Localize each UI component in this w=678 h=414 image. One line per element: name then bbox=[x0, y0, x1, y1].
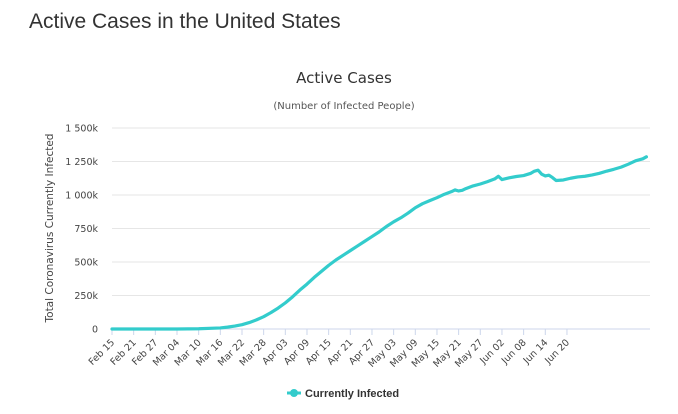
y-tick-label: 1 500k bbox=[65, 124, 98, 135]
y-tick-label: 250k bbox=[74, 291, 98, 302]
series-layer bbox=[110, 155, 648, 331]
legend-item-currently-infected[interactable]: Currently Infected bbox=[305, 388, 399, 400]
series-line-currently-infected bbox=[110, 155, 648, 331]
page-heading: Active Cases in the United States bbox=[29, 10, 341, 33]
chart-title: Active Cases bbox=[296, 69, 392, 87]
y-tick-label: 0 bbox=[92, 325, 98, 336]
y-tick-label: 500k bbox=[74, 258, 98, 269]
legend[interactable]: Currently Infected bbox=[287, 388, 399, 400]
y-tick-label: 750k bbox=[74, 224, 98, 235]
y-tick-label: 1 250k bbox=[65, 157, 98, 168]
y-axis-ticks: 0 250k 500k 750k 1 000k 1 250k 1 500k bbox=[65, 124, 98, 336]
y-axis-label: Total Coronavirus Currently Infected bbox=[44, 134, 56, 324]
gridlines bbox=[112, 127, 650, 330]
legend-swatch-marker[interactable] bbox=[290, 389, 298, 397]
chart-subtitle: (Number of Infected People) bbox=[273, 101, 414, 112]
y-tick-label: 1 000k bbox=[65, 191, 98, 202]
